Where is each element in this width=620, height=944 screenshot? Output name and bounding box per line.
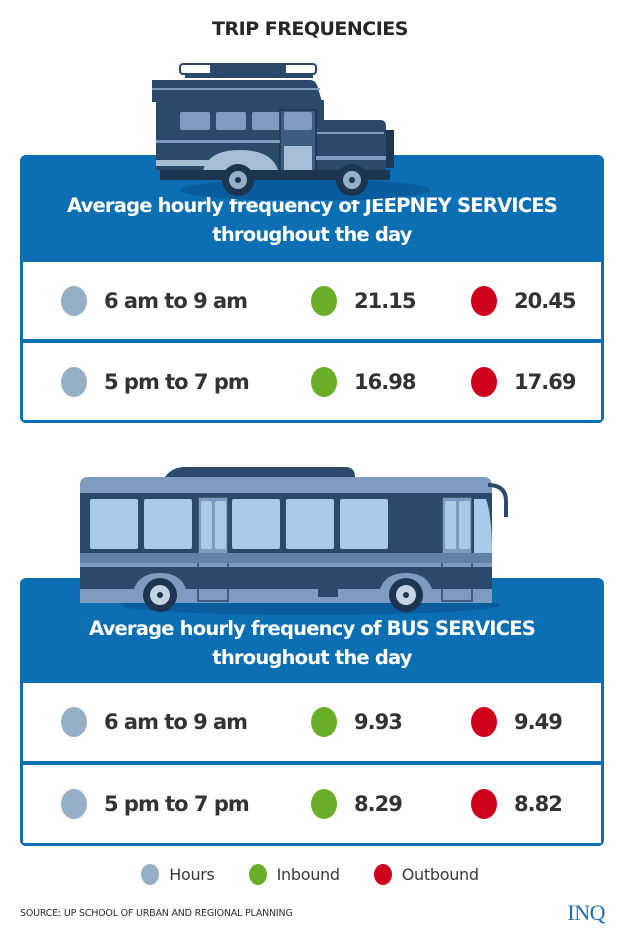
jeepney-table: 6 am to 9 am 21.15 20.45 5 pm to 7 pm 16… — [23, 262, 601, 420]
outbound-dot-icon — [471, 707, 497, 737]
source-note: SOURCE: UP SCHOOL OF URBAN AND REGIONAL … — [20, 908, 293, 919]
inbound-dot-icon — [311, 366, 337, 397]
bus-illustration — [80, 467, 508, 615]
inbound-dot-icon — [311, 789, 337, 819]
bus-table: 6 am to 9 am 9.93 9.49 5 pm to 7 pm 8.29… — [23, 683, 601, 843]
legend-item-inbound: Inbound — [248, 864, 340, 885]
legend-item-outbound: Outbound — [373, 864, 479, 885]
inbound-value: 21.15 — [354, 288, 416, 313]
legend-label: Outbound — [401, 865, 479, 884]
legend-label: Inbound — [276, 865, 340, 884]
bus-heading-line2: throughout the day — [212, 646, 412, 669]
hours-value: 6 am to 9 am — [104, 288, 248, 313]
outbound-value: 20.45 — [514, 288, 576, 313]
inbound-value: 8.29 — [354, 792, 403, 816]
hours-value: 5 pm to 7 pm — [104, 369, 250, 394]
legend-label: Hours — [169, 865, 215, 884]
hours-dot-icon — [61, 789, 87, 819]
table-row: 6 am to 9 am 9.93 9.49 — [23, 683, 601, 761]
jeepney-heading-line1: Average hourly frequency of JEEPNEY SERV… — [67, 194, 558, 217]
table-row: 5 pm to 7 pm 16.98 17.69 — [23, 343, 601, 420]
legend-item-hours: Hours — [141, 864, 215, 885]
hours-dot-icon — [61, 285, 87, 316]
outbound-value: 8.82 — [514, 792, 563, 816]
outbound-value: 17.69 — [514, 369, 576, 394]
hours-value: 6 am to 9 am — [104, 710, 248, 734]
inbound-value: 16.98 — [354, 369, 416, 394]
outbound-dot-icon — [373, 864, 392, 885]
hours-dot-icon — [61, 707, 87, 737]
outbound-value: 9.49 — [514, 710, 563, 734]
bus-heading-line1: Average hourly frequency of BUS SERVICES — [89, 617, 536, 640]
legend: Hours Inbound Outbound — [0, 864, 620, 885]
jeepney-heading: Average hourly frequency of JEEPNEY SERV… — [20, 191, 604, 249]
table-row: 5 pm to 7 pm 8.29 8.82 — [23, 765, 601, 843]
hours-dot-icon — [141, 864, 160, 885]
jeepney-illustration — [152, 63, 430, 200]
inq-logo: INQ — [567, 900, 605, 925]
outbound-dot-icon — [471, 285, 497, 316]
inbound-value: 9.93 — [354, 710, 403, 734]
jeepney-heading-line2: throughout the day — [212, 223, 412, 246]
hours-dot-icon — [61, 366, 87, 397]
outbound-dot-icon — [471, 366, 497, 397]
inbound-dot-icon — [311, 707, 337, 737]
bus-heading: Average hourly frequency of BUS SERVICES… — [20, 614, 604, 672]
table-row: 6 am to 9 am 21.15 20.45 — [23, 262, 601, 339]
inbound-dot-icon — [311, 285, 337, 316]
outbound-dot-icon — [471, 789, 497, 819]
bus-panel: Average hourly frequency of BUS SERVICES… — [20, 578, 604, 846]
page-title: TRIP FREQUENCIES — [212, 18, 408, 40]
hours-value: 5 pm to 7 pm — [104, 792, 250, 816]
inbound-dot-icon — [248, 864, 267, 885]
